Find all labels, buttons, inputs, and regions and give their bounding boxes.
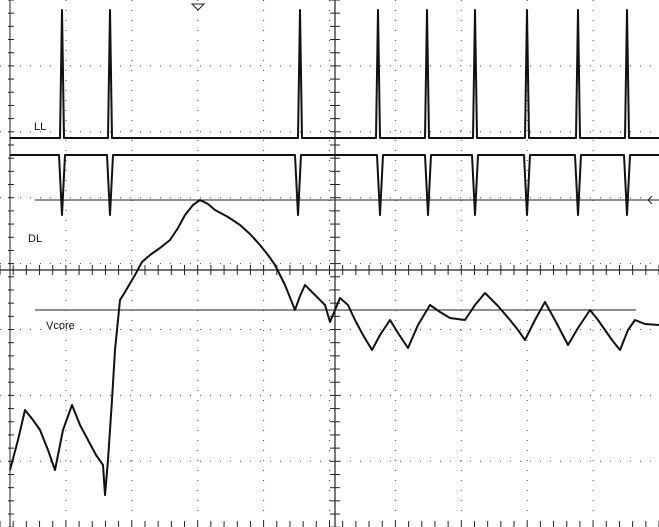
ll-trace [10, 9, 659, 139]
channel-label: LL [34, 121, 46, 133]
dl-trace [10, 154, 659, 216]
channel-label: DL [28, 233, 42, 245]
trigger-marker [190, 3, 206, 11]
channel-label: Vcore [46, 320, 75, 332]
marker-arrow [647, 195, 658, 205]
vcore-trace [9, 199, 659, 496]
